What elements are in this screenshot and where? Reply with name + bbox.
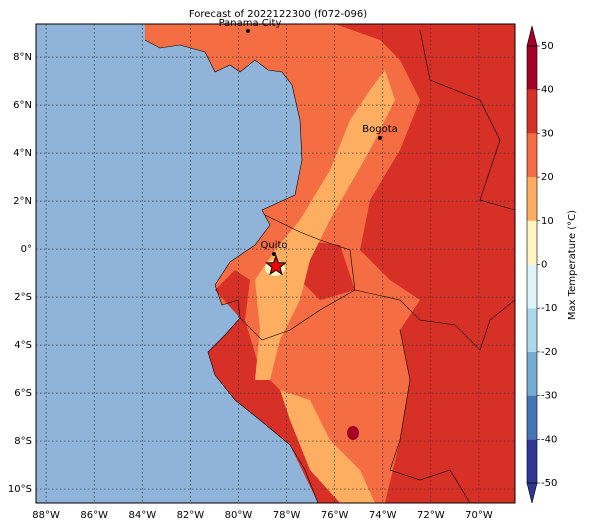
colorbar-tick-label: 0	[541, 260, 547, 271]
star-marker	[265, 254, 287, 276]
map-frame	[35, 23, 516, 504]
lon-label: 74°W	[369, 510, 397, 521]
border	[239, 289, 356, 341]
city-marker	[246, 29, 250, 33]
colorbar-label: Max Temperature (°C)	[567, 210, 578, 320]
colorbar-tick-label: -50	[541, 478, 557, 489]
axis-labels: 88°W 86°W 84°W 82°W 80°W 78°W 76°W 74°W 72°W 70°W…	[8, 52, 493, 521]
mild-andes	[255, 70, 395, 380]
lon-label: 70°W	[465, 510, 493, 521]
city-label: Quito	[260, 240, 287, 251]
lat-label: 10°S	[8, 484, 32, 495]
colorbar-segment	[527, 395, 537, 440]
map-area	[36, 24, 515, 503]
border	[389, 329, 471, 503]
colorbar-segment	[527, 308, 537, 352]
colorbar-extend	[526, 25, 538, 47]
city-marker	[272, 252, 276, 256]
lon-label: 82°W	[177, 510, 205, 521]
lat-label: 8°S	[14, 436, 32, 447]
lon-label: 84°W	[128, 510, 156, 521]
lon-label: 72°W	[417, 510, 445, 521]
colorbar-extend	[526, 482, 538, 504]
lat-label: 4°N	[13, 148, 32, 159]
lat-label: 2°N	[13, 196, 32, 207]
colorbar-tick-label: 30	[541, 128, 554, 139]
city-label: Panama City	[219, 18, 282, 29]
border	[264, 214, 515, 351]
colorbar-tick-label: 50	[541, 41, 554, 52]
coastline	[144, 39, 319, 503]
colorbar-tick-label: -10	[541, 303, 557, 314]
warm-region	[335, 24, 515, 503]
city-marker	[378, 136, 382, 140]
hot-spot	[347, 426, 359, 440]
lat-label: 8°N	[13, 52, 32, 63]
lon-label: 76°W	[321, 510, 349, 521]
title: Forecast of 2022122300 (f072-096)	[189, 9, 367, 20]
colorbar-tick-label: -40	[541, 434, 557, 445]
lon-label: 80°W	[225, 510, 253, 521]
colorbar-segment	[527, 264, 537, 309]
colorbar-tick-label: 40	[541, 85, 554, 96]
lat-label: 4°S	[14, 340, 32, 351]
colorbar-tick-label: 20	[541, 172, 554, 183]
city-panama: Panama City	[219, 18, 282, 33]
border	[419, 29, 515, 211]
mild-south	[280, 390, 375, 503]
colorbar-tick-label: -20	[541, 347, 557, 358]
city-label: Bogota	[362, 124, 398, 135]
city-bogota: Bogota	[362, 124, 398, 140]
colorbar-segment	[527, 177, 537, 221]
lat-label: 0°	[21, 244, 32, 255]
warm-region-coast	[208, 270, 350, 503]
lat-label: 6°S	[14, 388, 32, 399]
colorbar: -50 -40 -30 -20 -10 0 10 20 30 40 50	[526, 25, 557, 504]
warm-region-quito	[300, 240, 355, 300]
city-quito: Quito	[260, 240, 288, 276]
lon-label: 86°W	[80, 510, 108, 521]
colorbar-segment	[527, 133, 537, 178]
colorbar-segment	[527, 220, 537, 265]
colorbar-segment	[527, 46, 537, 90]
colorbar-segment	[527, 351, 537, 396]
colorbar-segment	[527, 439, 537, 483]
colorbar-tick-label: 10	[541, 216, 554, 227]
lon-label: 78°W	[273, 510, 301, 521]
lat-label: 6°N	[13, 100, 32, 111]
colorbar-tick-label: -30	[541, 391, 557, 402]
colorbar-segment	[527, 89, 537, 134]
lat-label: 2°S	[14, 292, 32, 303]
lon-label: 88°W	[32, 510, 60, 521]
